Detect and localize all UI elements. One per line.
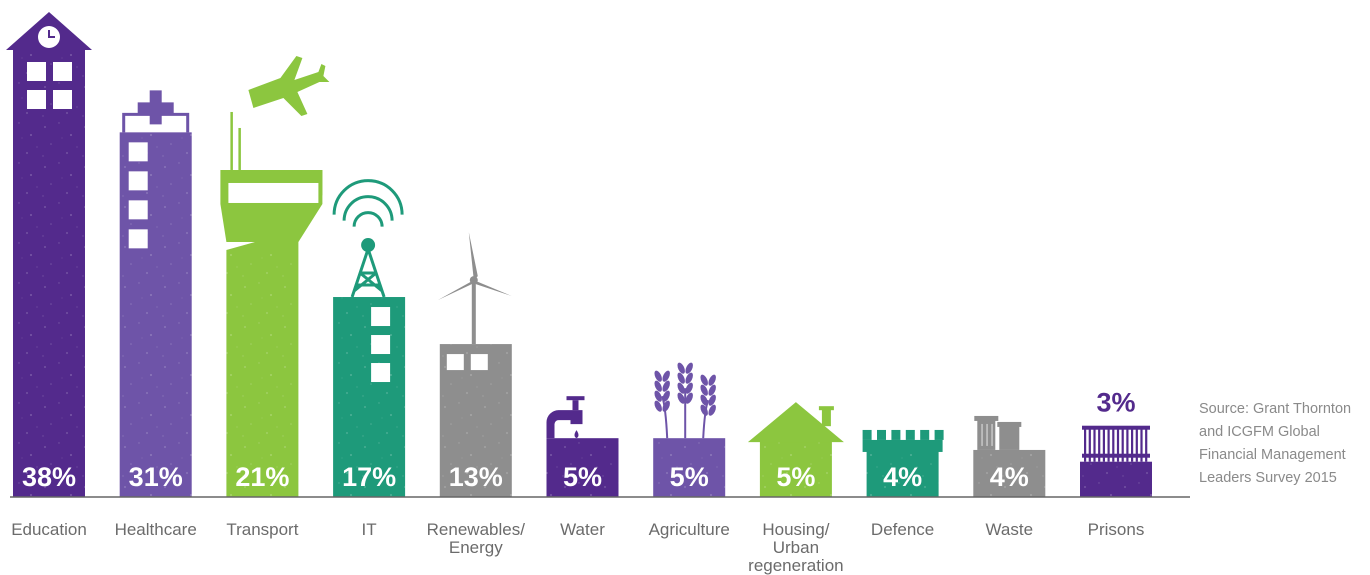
value-label: 5% (670, 462, 709, 492)
category-label: IT (362, 520, 377, 539)
category-label: Agriculture (649, 520, 730, 539)
bar-texture (226, 249, 299, 497)
house-icon (747, 402, 844, 443)
bar-texture (546, 438, 619, 497)
bar-texture (759, 438, 832, 497)
bar-texture (866, 449, 939, 497)
category-label: Education (11, 520, 87, 539)
value-label: 5% (776, 462, 815, 492)
value-label: 5% (563, 462, 602, 492)
labels-layer: 38% 31% 21% 17% 13% 5% 5% 5% 4% 4% 3% (22, 388, 1136, 492)
bar-texture (333, 297, 406, 497)
source-note: Source: Grant Thornton and ICGFM Global … (1199, 401, 1352, 486)
telecom-tower-icon (332, 179, 404, 383)
category-label: Renewables/Energy (427, 520, 526, 557)
bar-texture (973, 449, 1046, 497)
category-label: Housing/Urban regeneration (748, 520, 843, 575)
value-label: 4% (990, 462, 1029, 492)
hospital-cross-icon (122, 90, 190, 249)
value-label: 3% (1096, 388, 1135, 418)
category-label: Waste (986, 520, 1034, 539)
castle-battlement-icon (862, 429, 944, 452)
prison-bars-icon (1082, 425, 1150, 462)
value-label: 4% (883, 462, 922, 492)
category-label: Prisons (1088, 520, 1145, 539)
value-label: 31% (129, 462, 183, 492)
value-label: 13% (449, 462, 503, 492)
bar-texture (653, 438, 726, 497)
category-label: Water (560, 520, 605, 539)
value-label: 17% (342, 462, 396, 492)
bar-texture (13, 50, 85, 497)
category-label: Healthcare (115, 520, 197, 539)
category-labels: Education Healthcare Transport IT Renewables… (11, 520, 1144, 575)
bars-layer (13, 50, 1152, 497)
value-label: 38% (22, 462, 76, 492)
wheat-icon (654, 362, 716, 439)
bar-texture (119, 132, 192, 497)
category-label: Defence (871, 520, 934, 539)
category-label: Transport (226, 520, 298, 539)
school-clock-tower-icon (6, 12, 92, 109)
wind-turbine-icon (437, 232, 512, 371)
bar-texture (1080, 461, 1152, 497)
value-label: 21% (235, 462, 289, 492)
icons-layer (6, 12, 1150, 462)
airport-control-tower-icon (220, 55, 330, 250)
water-tap-icon (546, 396, 585, 439)
waste-bin-icon (974, 415, 1022, 450)
